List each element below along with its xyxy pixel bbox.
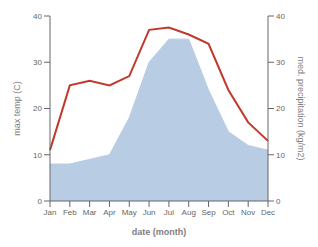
svg-text:0: 0	[276, 197, 281, 206]
svg-text:Mar: Mar	[83, 208, 97, 217]
svg-text:10: 10	[276, 151, 285, 160]
svg-text:0: 0	[38, 197, 43, 206]
svg-text:Oct: Oct	[222, 208, 235, 217]
svg-text:Nov: Nov	[241, 208, 255, 217]
svg-text:40: 40	[276, 12, 285, 21]
svg-text:Jan: Jan	[44, 208, 57, 217]
svg-text:30: 30	[33, 58, 42, 67]
svg-text:Aug: Aug	[182, 208, 196, 217]
svg-text:Feb: Feb	[63, 208, 77, 217]
svg-text:med. precipitation (kg/m2): med. precipitation (kg/m2)	[296, 56, 306, 160]
svg-text:40: 40	[33, 12, 42, 21]
svg-text:20: 20	[276, 104, 285, 113]
svg-text:date (month): date (month)	[132, 227, 187, 237]
svg-text:20: 20	[33, 104, 42, 113]
svg-text:Sep: Sep	[201, 208, 216, 217]
svg-text:Dec: Dec	[261, 208, 275, 217]
svg-text:10: 10	[33, 151, 42, 160]
svg-text:30: 30	[276, 58, 285, 67]
svg-text:Jul: Jul	[164, 208, 174, 217]
svg-text:max temp (C): max temp (C)	[12, 81, 22, 136]
svg-text:Apr: Apr	[103, 208, 116, 217]
svg-text:May: May	[122, 208, 137, 217]
svg-text:Jun: Jun	[143, 208, 156, 217]
